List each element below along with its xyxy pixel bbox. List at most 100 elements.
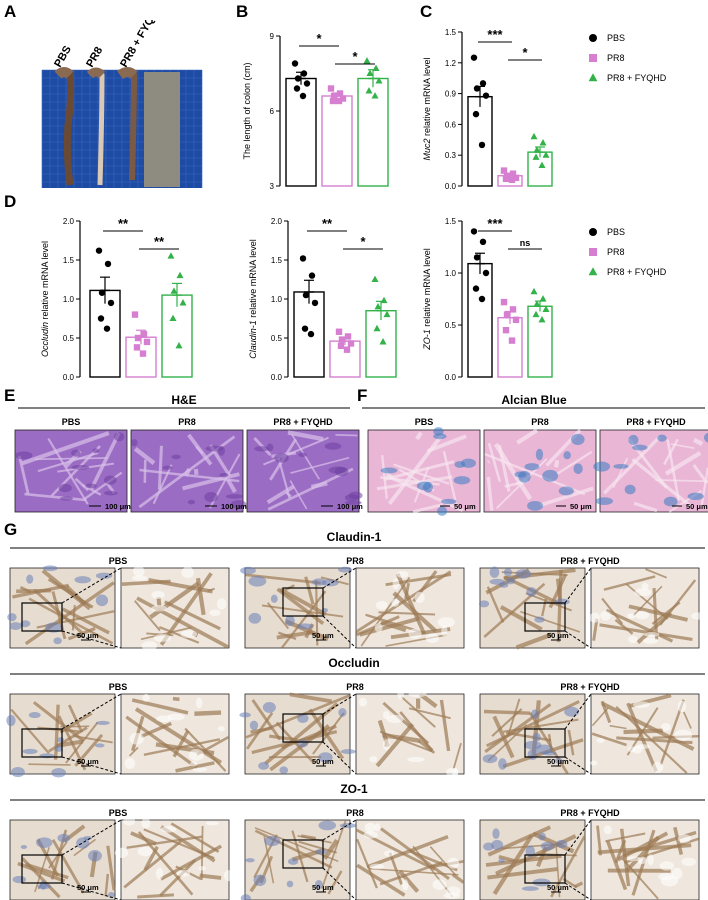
ihc-zoom xyxy=(355,688,465,778)
panel-e-label: PR8 xyxy=(178,417,196,427)
inset-connector xyxy=(61,819,122,856)
alcian-image xyxy=(483,428,597,513)
legend-bottom: PBS PR8 PR8 + FYQHD xyxy=(588,227,667,277)
data-point xyxy=(470,54,478,61)
y-tick-label: 0.0 xyxy=(271,373,283,382)
data-point xyxy=(139,350,147,357)
inset-connector xyxy=(564,819,592,856)
bar-pr8 xyxy=(125,336,157,378)
inset-connector xyxy=(322,615,357,649)
panel-label-d: D xyxy=(4,192,17,211)
bar-pr8-fyqhd xyxy=(527,151,553,187)
chart-d3: 0.0 0.5 1.0 1.5 ZO-1 relative mRNA level *** n… xyxy=(422,216,553,382)
data-point xyxy=(470,228,478,235)
data-point xyxy=(300,70,308,77)
scale-bar-label: 50 μm xyxy=(312,631,334,640)
y-tick-label: 2.0 xyxy=(63,217,75,226)
bar-pbs xyxy=(467,262,493,378)
data-point xyxy=(373,324,381,332)
panel-label-a: A xyxy=(4,2,17,21)
ihc-overview xyxy=(9,819,116,900)
significance-label: * xyxy=(316,31,322,46)
data-point xyxy=(542,305,550,312)
data-point xyxy=(343,346,351,353)
inset-connector xyxy=(61,882,122,900)
inset-connector xyxy=(322,567,357,589)
inset-box xyxy=(21,728,63,758)
inset-connector xyxy=(322,741,357,775)
data-point xyxy=(338,336,346,343)
ihc-zoom xyxy=(590,819,700,900)
data-point xyxy=(176,271,184,279)
panel-g-row-title: Occludin xyxy=(328,656,379,670)
data-point xyxy=(380,296,388,304)
y-tick-label: 0.9 xyxy=(445,90,457,99)
y-axis-label: Muc2 relative mRNA level xyxy=(422,57,432,160)
data-point xyxy=(502,327,510,334)
data-point xyxy=(374,302,382,310)
inset-connector xyxy=(322,693,357,715)
inset-box xyxy=(524,854,566,884)
data-point xyxy=(500,167,508,174)
data-point xyxy=(542,151,550,158)
data-point xyxy=(473,85,481,92)
panel-label-b: B xyxy=(236,2,249,21)
significance-label: * xyxy=(352,49,358,64)
data-point xyxy=(335,328,343,335)
data-point xyxy=(103,325,111,332)
panel-label-g: G xyxy=(4,520,18,539)
data-point xyxy=(97,315,105,322)
y-axis-label: The length of colon (cm) xyxy=(242,62,252,159)
data-point xyxy=(175,341,183,349)
panel-label-c: C xyxy=(420,2,433,21)
data-point xyxy=(371,275,379,283)
data-point xyxy=(294,75,302,82)
data-point xyxy=(293,85,301,92)
data-point xyxy=(143,338,151,346)
inset-connector xyxy=(322,867,357,900)
data-point xyxy=(133,344,141,351)
significance-label: ns xyxy=(520,238,531,248)
panel-g-label: PR8 xyxy=(346,682,364,692)
y-axis-label: Claudin-1 relative mRNA level xyxy=(248,239,258,359)
y-tick-label: 1.2 xyxy=(445,59,457,68)
significance-label: ** xyxy=(322,216,333,231)
data-point xyxy=(508,176,516,184)
legend-label: PR8 xyxy=(607,53,625,63)
alcian-image xyxy=(367,427,481,516)
legend-label: PBS xyxy=(607,33,625,43)
significance-label: ** xyxy=(118,216,129,231)
panel-e-label: PBS xyxy=(62,417,81,427)
data-point xyxy=(347,340,355,347)
panel-f-label: PR8 + FYQHD xyxy=(626,417,686,427)
inset-connector xyxy=(61,756,122,775)
data-point xyxy=(482,269,490,277)
data-point xyxy=(330,92,338,100)
panels-ef: H&E Alcian Blue PBS 100 μm PR8 100 μm PR8 + … xyxy=(14,395,708,516)
data-point xyxy=(473,254,481,261)
ihc-overview xyxy=(479,819,586,900)
data-point xyxy=(107,299,115,307)
legend-marker xyxy=(589,248,597,256)
ihc-zoom xyxy=(590,693,700,775)
y-tick-label: 0.0 xyxy=(63,373,75,382)
y-tick-label: 0.5 xyxy=(271,334,283,343)
scale-bar-label: 100 μm xyxy=(221,502,247,511)
inset-connector xyxy=(564,567,592,604)
chart-d2: 0.0 0.5 1.0 1.5 2.0 Claudin-1 relative mRNA l… xyxy=(248,216,397,382)
panel-g-label: PR8 xyxy=(346,808,364,818)
y-tick-label: 1.5 xyxy=(63,256,75,265)
legend-label: PR8 xyxy=(607,247,625,257)
y-tick-label: 1.0 xyxy=(271,295,283,304)
data-point xyxy=(179,299,187,306)
data-point xyxy=(509,306,517,313)
data-point xyxy=(299,92,307,100)
inset-connector xyxy=(61,693,122,730)
scale-bar-label: 50 μm xyxy=(547,883,569,892)
data-point xyxy=(329,97,337,105)
y-tick-label: 3 xyxy=(270,182,275,191)
legend-top: PBS PR8 PR8 + FYQHD xyxy=(588,33,667,83)
ihc-overview xyxy=(240,566,353,649)
y-axis-label: Occludin relative mRNA level xyxy=(40,241,50,357)
data-point xyxy=(302,291,310,299)
